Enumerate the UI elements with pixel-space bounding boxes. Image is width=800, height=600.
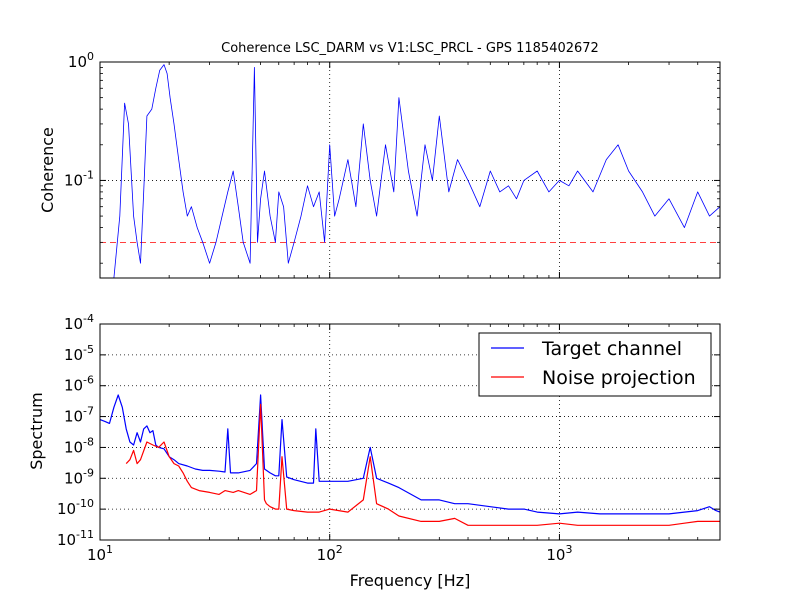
series-noise-projection [125, 403, 720, 526]
coherence-grid [100, 62, 720, 278]
y-tick-label: 10-6 [64, 374, 94, 395]
y-tick-label: 10-8 [64, 435, 94, 456]
coherence-panel: Coherence LSC_DARM vs V1:LSC_PRCL - GPS … [38, 41, 721, 279]
spectrum-ylabel: Spectrum [27, 392, 46, 470]
spectrum-plot-frame [99, 323, 721, 541]
coherence-title: Coherence LSC_DARM vs V1:LSC_PRCL - GPS … [221, 41, 599, 56]
coherence-ylabel: Coherence [38, 127, 57, 213]
series-target-channel [99, 394, 721, 515]
coherence-series-layer [113, 64, 721, 279]
x-tick-label: 102 [317, 543, 343, 564]
spectrum-legend: Target channel Noise projection [478, 332, 712, 397]
spectrum-ticks: 101 102 103 10-11 10-10 10-9 10-8 10-7 10-6 10-5 1… [57, 312, 720, 564]
coherence-series [113, 64, 721, 279]
legend-box [478, 332, 712, 397]
y-tick-label: 100 [68, 50, 94, 71]
y-tick-label: 10-7 [64, 405, 94, 426]
y-tick-label: 10-4 [64, 312, 94, 333]
spectrum-xlabel: Frequency [Hz] [350, 571, 471, 590]
y-tick-label: 10-10 [57, 497, 94, 518]
y-tick-label: 10-11 [57, 528, 94, 549]
y-tick-label: 10-1 [64, 168, 94, 189]
legend-label-noise: Noise projection [542, 367, 696, 389]
y-tick-label: 10-9 [64, 466, 94, 487]
x-tick-label: 101 [87, 543, 113, 564]
legend-label-target: Target channel [541, 338, 682, 360]
coherence-plot-frame [99, 61, 721, 279]
coherence-ticks: 10-1 100 [64, 50, 720, 278]
y-tick-label: 10-5 [64, 343, 94, 364]
spectrum-series-layer [99, 394, 721, 526]
spectrum-panel: Spectrum Frequency [Hz] 101 102 10310-1110… [27, 312, 721, 590]
x-tick-label: 103 [546, 543, 572, 564]
